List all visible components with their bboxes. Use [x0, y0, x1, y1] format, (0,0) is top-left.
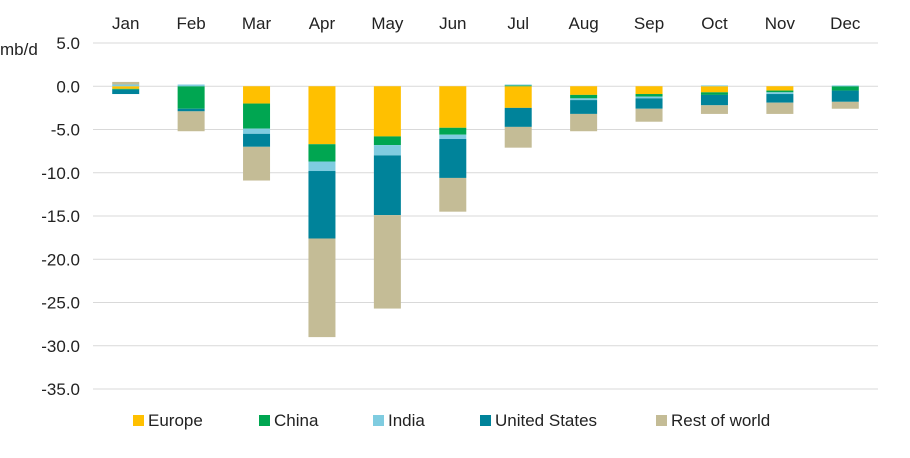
legend-swatch-united-states: [480, 415, 491, 426]
gridlines: [93, 42, 878, 390]
bar-segment-rest-of-world: [570, 113, 598, 132]
bar-segment-china: [504, 85, 532, 87]
legend-label-united-states: United States: [495, 411, 597, 430]
y-axis-unit-label: mb/d: [0, 40, 38, 59]
month-label: Jan: [112, 14, 139, 33]
month-label: Mar: [242, 14, 272, 33]
month-label: Apr: [309, 14, 336, 33]
y-tick-label: -10.0: [41, 164, 80, 183]
bar-segment-united-states: [177, 108, 205, 112]
bar-segment-united-states: [439, 139, 467, 178]
y-axis-ticks: 5.0 0.0 -5.0 -10.0 -15.0 -20.0 -25.0 -30.0 -35.0: [41, 34, 80, 399]
bar-segment-rest-of-world: [635, 108, 663, 122]
bar-segment-india: [112, 84, 140, 87]
y-tick-label: -5.0: [51, 121, 80, 140]
bar-segment-india: [177, 84, 205, 87]
legend-swatch-europe: [133, 415, 144, 426]
y-tick-label: -30.0: [41, 337, 80, 356]
bar-segment-united-states: [766, 94, 794, 103]
bar-segment-rest-of-world: [112, 81, 140, 85]
bar-segment-india: [570, 98, 598, 101]
legend-swatch-rest-of-world: [656, 415, 667, 426]
bar-segment-rest-of-world: [831, 101, 859, 109]
bar-segment-europe: [570, 86, 598, 95]
x-axis-month-labels: Jan Feb Mar Apr May Jun Jul Aug Sep Oct Nov Dec: [112, 14, 861, 33]
legend-label-rest-of-world: Rest of world: [671, 411, 770, 430]
bar-segment-rest-of-world: [766, 102, 794, 114]
month-label: Dec: [830, 14, 861, 33]
bar-segment-europe: [439, 86, 467, 128]
bar-segment-europe: [308, 86, 336, 145]
y-tick-label: -35.0: [41, 380, 80, 399]
bar-segment-europe: [504, 86, 532, 108]
bar-segment-united-states: [700, 94, 728, 106]
bar-segment-china: [308, 144, 336, 162]
bar-segment-india: [373, 145, 401, 156]
bar-segment-europe: [373, 86, 401, 137]
y-tick-label: -15.0: [41, 207, 80, 226]
y-tick-label: -25.0: [41, 294, 80, 313]
bar-segment-europe: [700, 86, 728, 93]
legend-swatch-china: [259, 415, 270, 426]
month-label: Aug: [569, 14, 599, 33]
bar-segment-united-states: [308, 171, 336, 239]
month-label: Jun: [439, 14, 466, 33]
bar-segment-china: [112, 88, 140, 90]
bar-segment-united-states: [635, 98, 663, 109]
bar-segment-united-states: [570, 100, 598, 114]
bar-segment-india: [308, 161, 336, 172]
y-tick-label: 5.0: [56, 34, 80, 53]
y-tick-label: -20.0: [41, 250, 80, 269]
legend-label-europe: Europe: [148, 411, 203, 430]
month-label: Sep: [634, 14, 664, 33]
bar-segment-rest-of-world: [243, 146, 271, 181]
bar-segment-china: [570, 94, 598, 99]
bar-segment-china: [766, 90, 794, 93]
bar-segment-united-states: [504, 107, 532, 127]
bar-segment-united-states: [373, 155, 401, 216]
bar-segment-india: [243, 128, 271, 134]
y-tick-label: 0.0: [56, 77, 80, 96]
bar-segment-china: [831, 86, 859, 91]
month-label: Jul: [507, 14, 529, 33]
bar-segment-europe: [243, 86, 271, 104]
legend: Europe China India United States Rest of wor…: [133, 411, 770, 430]
bar-segment-rest-of-world: [700, 105, 728, 114]
month-label: Oct: [701, 14, 728, 33]
bar-segment-rest-of-world: [308, 238, 336, 338]
bar-segment-india: [635, 96, 663, 99]
bar-segment-rest-of-world: [504, 126, 532, 148]
bar-segment-rest-of-world: [373, 215, 401, 309]
bar-segment-united-states: [243, 133, 271, 147]
bar-segment-united-states: [112, 89, 140, 95]
bar-segment-rest-of-world: [177, 111, 205, 132]
bar-segment-india: [831, 85, 859, 87]
bar-segment-china: [243, 103, 271, 129]
legend-label-china: China: [274, 411, 319, 430]
bar-segment-china: [439, 127, 467, 135]
bar-segment-rest-of-world: [439, 177, 467, 212]
bar-segment-china: [635, 94, 663, 97]
bar-segment-europe: [766, 86, 794, 91]
bar-segment-india: [504, 84, 532, 86]
bar-segment-china: [700, 92, 728, 95]
bar-segment-china: [373, 136, 401, 146]
bars: [112, 81, 859, 338]
legend-swatch-india: [373, 415, 384, 426]
bar-segment-europe: [635, 86, 663, 95]
month-label: May: [371, 14, 404, 33]
bar-segment-united-states: [831, 90, 859, 102]
bar-segment-china: [177, 86, 205, 109]
bar-segment-india: [766, 92, 794, 95]
bar-segment-europe: [112, 86, 140, 89]
month-label: Feb: [176, 14, 205, 33]
legend-label-india: India: [388, 411, 425, 430]
bar-segment-india: [439, 134, 467, 140]
bar-segment-india: [700, 85, 728, 87]
month-label: Nov: [765, 14, 796, 33]
